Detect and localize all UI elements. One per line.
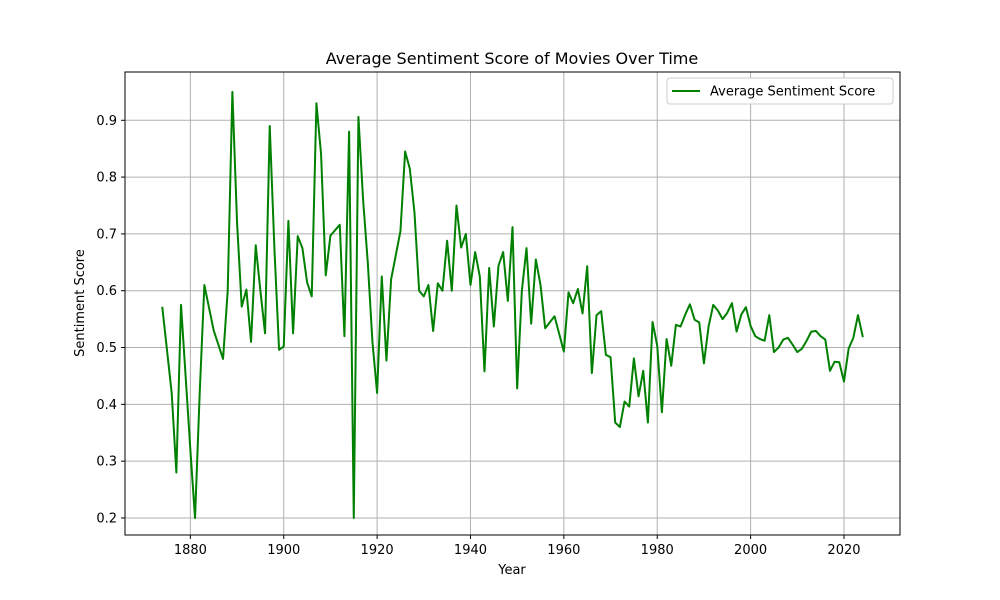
legend: Average Sentiment Score <box>666 77 894 105</box>
y-axis-label: Sentiment Score <box>73 249 88 357</box>
y-tick-label: 0.8 <box>96 171 117 186</box>
x-tick-label: 1980 <box>641 543 674 558</box>
x-tick-label: 1940 <box>454 543 487 558</box>
series-line-0 <box>161 90 864 519</box>
y-tick-label: 0.2 <box>96 511 117 526</box>
y-tick-label: 0.5 <box>96 341 117 356</box>
legend-label: Average Sentiment Score <box>710 85 875 100</box>
y-axis: 0.2 0.3 0.4 0.5 0.6 0.7 0.8 0.9 <box>96 114 125 526</box>
x-tick-label: 1960 <box>547 543 580 558</box>
chart-title: Average Sentiment Score of Movies Over T… <box>326 49 698 68</box>
y-tick-label: 0.7 <box>96 227 117 242</box>
y-tick-label: 0.6 <box>96 284 117 299</box>
y-tick-label: 0.9 <box>96 114 117 129</box>
y-tick-label: 0.3 <box>96 455 117 470</box>
x-tick-label: 1880 <box>174 543 207 558</box>
x-tick-label: 2020 <box>827 543 860 558</box>
legend-box <box>666 77 894 105</box>
y-tick-label: 0.4 <box>96 398 117 413</box>
series-layer <box>161 90 864 519</box>
x-tick-label: 1900 <box>267 543 300 558</box>
plot-frame <box>124 71 901 536</box>
x-tick-label: 2000 <box>734 543 767 558</box>
x-axis: 1880 1900 1920 1940 1960 1980 2000 2020 <box>174 535 861 558</box>
x-tick-label: 1920 <box>361 543 394 558</box>
x-axis-label: Year <box>497 563 526 578</box>
